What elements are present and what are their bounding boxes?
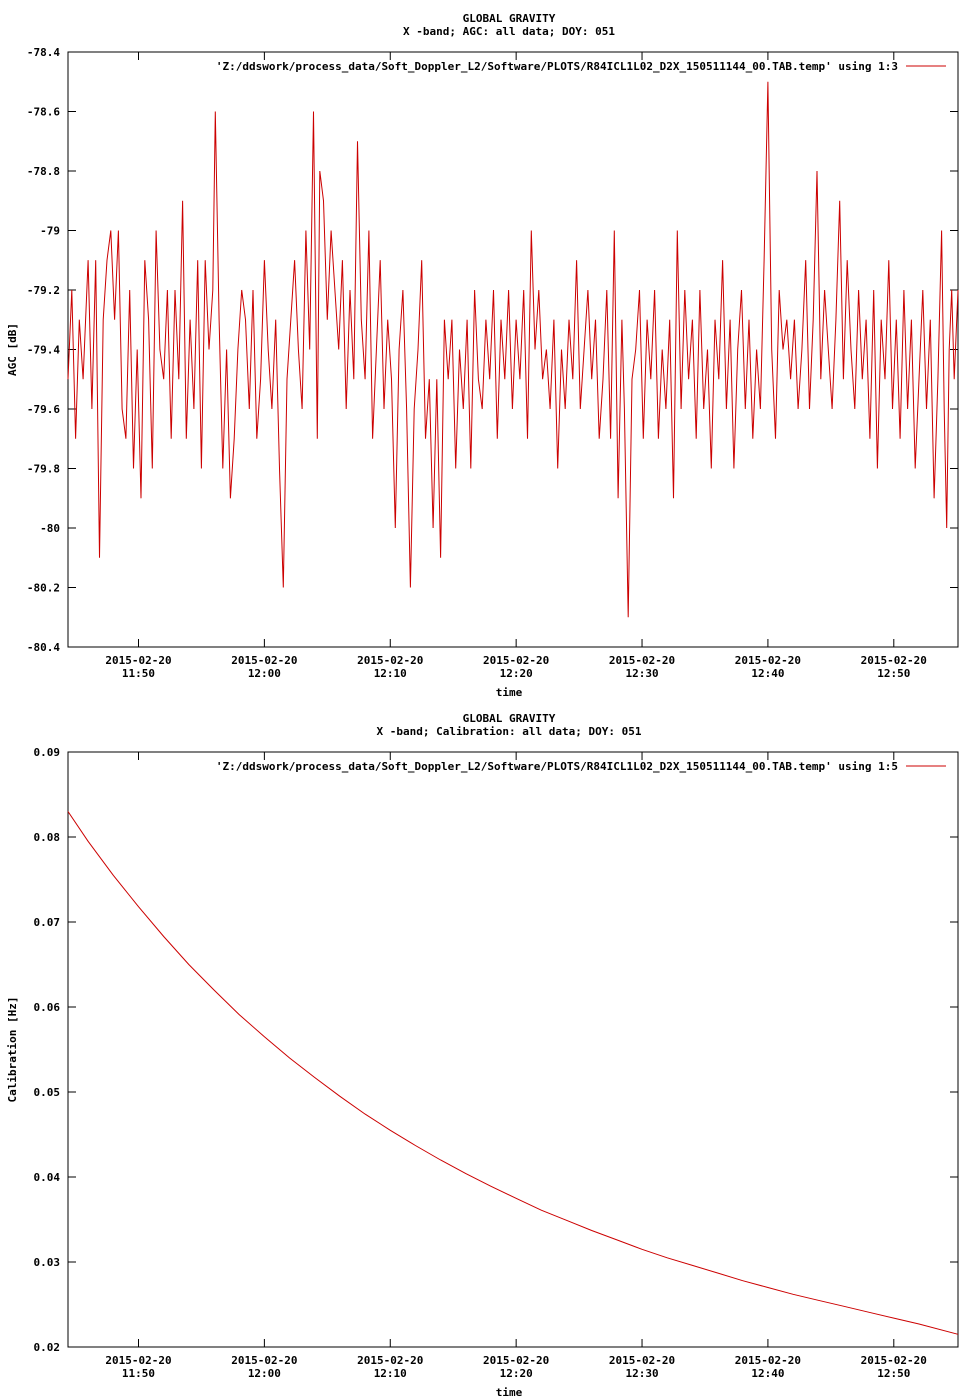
chart-2-x-tick-date: 2015-02-20 bbox=[861, 1354, 927, 1367]
chart-1-x-axis-label: time bbox=[496, 686, 523, 699]
chart-1-x-tick-time: 12:50 bbox=[877, 667, 910, 680]
chart-1-x-tick-date: 2015-02-20 bbox=[231, 654, 297, 667]
chart-2-x-tick-time: 12:20 bbox=[500, 1367, 533, 1380]
chart-1-x-tick-time: 12:10 bbox=[374, 667, 407, 680]
chart-2-x-axis-label: time bbox=[496, 1386, 523, 1399]
chart-1-x-tick-time: 12:00 bbox=[248, 667, 281, 680]
chart-1-x-tick-time: 12:20 bbox=[500, 667, 533, 680]
chart-1-title: GLOBAL GRAVITY bbox=[463, 12, 556, 25]
chart-1-y-tick-label: -79.4 bbox=[27, 344, 60, 357]
chart-1-x-tick-date: 2015-02-20 bbox=[609, 654, 675, 667]
chart-2-y-tick-label: 0.08 bbox=[34, 831, 61, 844]
chart-1-y-tick-label: -79.8 bbox=[27, 463, 60, 476]
chart-2-x-tick-date: 2015-02-20 bbox=[357, 1354, 423, 1367]
chart-1-y-tick-label: -78.4 bbox=[27, 46, 60, 59]
chart-2-y-tick-label: 0.09 bbox=[34, 746, 61, 759]
chart-1-x-tick-time: 12:40 bbox=[751, 667, 784, 680]
chart-1-x-tick-date: 2015-02-20 bbox=[735, 654, 801, 667]
chart-2-x-tick-time: 12:10 bbox=[374, 1367, 407, 1380]
chart-2-title: GLOBAL GRAVITY bbox=[463, 712, 556, 725]
chart-2-legend-label: 'Z:/ddswork/process_data/Soft_Doppler_L2… bbox=[216, 760, 898, 773]
chart-1-y-tick-label: -80 bbox=[40, 522, 60, 535]
chart-1-x-tick-time: 12:30 bbox=[625, 667, 658, 680]
chart-1-y-tick-label: -79.6 bbox=[27, 403, 60, 416]
chart-1-series-line bbox=[67, 81, 959, 618]
chart-2-y-tick-label: 0.02 bbox=[34, 1341, 61, 1354]
chart-2-x-tick-time: 12:00 bbox=[248, 1367, 281, 1380]
chart-1-y-tick-label: -79.2 bbox=[27, 284, 60, 297]
chart-2-x-tick-date: 2015-02-20 bbox=[105, 1354, 171, 1367]
chart-1-y-tick-label: -80.2 bbox=[27, 582, 60, 595]
chart-2-x-tick-time: 12:40 bbox=[751, 1367, 784, 1380]
chart-1-plot-frame bbox=[67, 51, 959, 648]
chart-2-y-tick-label: 0.07 bbox=[34, 916, 61, 929]
chart-2-x-tick-date: 2015-02-20 bbox=[231, 1354, 297, 1367]
chart-1-y-tick-label: -78.6 bbox=[27, 106, 60, 119]
chart-2-x-tick-date: 2015-02-20 bbox=[609, 1354, 675, 1367]
chart-2-y-axis-label: Calibration [Hz] bbox=[6, 997, 19, 1103]
chart-1-y-axis-label: AGC [dB] bbox=[6, 323, 19, 376]
chart-2-y-tick-label: 0.06 bbox=[34, 1001, 61, 1014]
chart-2-x-tick-time: 12:30 bbox=[625, 1367, 658, 1380]
chart-1-x-tick-date: 2015-02-20 bbox=[483, 654, 549, 667]
chart-2-x-tick-date: 2015-02-20 bbox=[483, 1354, 549, 1367]
chart-1-legend-label: 'Z:/ddswork/process_data/Soft_Doppler_L2… bbox=[216, 60, 898, 73]
chart-2-y-tick-label: 0.03 bbox=[34, 1256, 61, 1269]
chart-1-subtitle: X -band; AGC: all data; DOY: 051 bbox=[403, 25, 615, 38]
chart-2-y-tick-label: 0.04 bbox=[34, 1171, 61, 1184]
chart-2-x-tick-date: 2015-02-20 bbox=[735, 1354, 801, 1367]
chart-1-x-tick-date: 2015-02-20 bbox=[105, 654, 171, 667]
chart-2-x-tick-time: 12:50 bbox=[877, 1367, 910, 1380]
chart-1-x-tick-date: 2015-02-20 bbox=[861, 654, 927, 667]
chart-1-x-tick-time: 11:50 bbox=[122, 667, 155, 680]
chart-1-y-tick-label: -80.4 bbox=[27, 641, 60, 654]
chart-1-x-tick-date: 2015-02-20 bbox=[357, 654, 423, 667]
chart-2-series-line bbox=[67, 811, 959, 1335]
chart-2-plot-frame bbox=[67, 751, 959, 1348]
chart-1-y-tick-label: -79 bbox=[40, 225, 60, 238]
chart-1-y-tick-label: -78.8 bbox=[27, 165, 60, 178]
chart-2-y-tick-label: 0.05 bbox=[34, 1086, 61, 1099]
chart-2-subtitle: X -band; Calibration: all data; DOY: 051 bbox=[377, 725, 642, 738]
chart-2-x-tick-time: 11:50 bbox=[122, 1367, 155, 1380]
